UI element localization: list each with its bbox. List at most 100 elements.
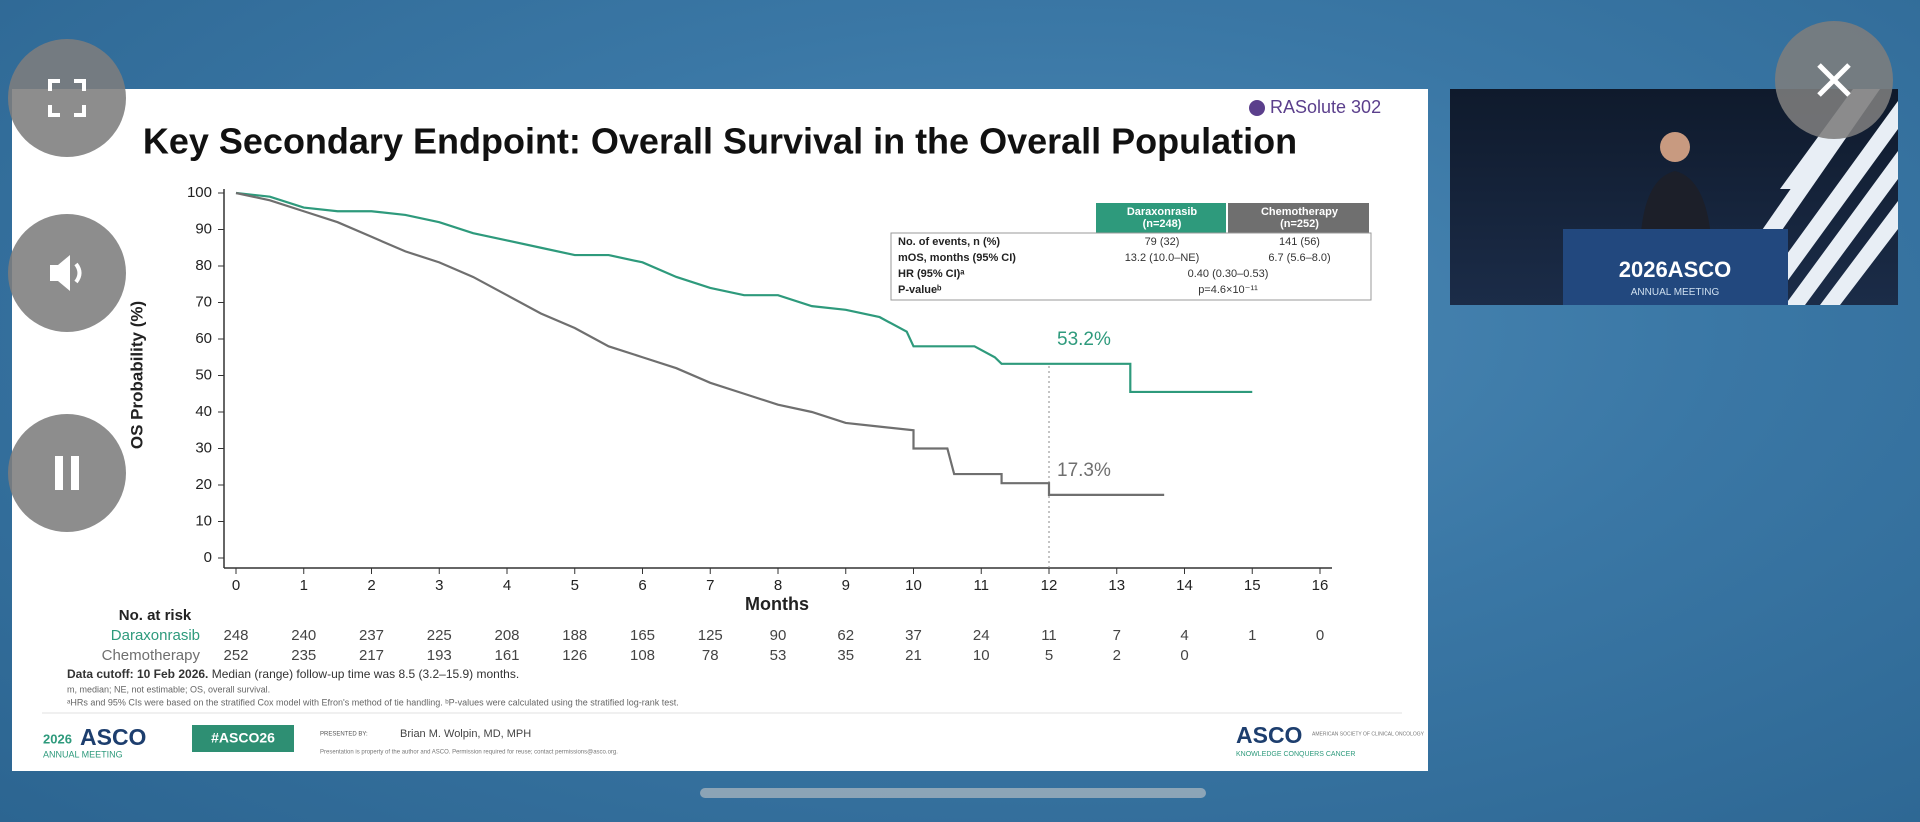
risk-count: 37 [905,627,922,644]
close-icon [1817,63,1851,97]
footnote: m, median; NE, not estimable; OS, overal… [67,684,270,694]
meeting-name: ASCO [80,724,146,750]
x-tick-label: 8 [774,577,782,594]
risk-count: 24 [973,627,990,644]
table-cell: 141 (56) [1279,236,1320,248]
x-axis-label: Months [745,594,809,614]
table-row-label: No. of events, n (%) [898,236,1000,248]
society-name: AMERICAN SOCIETY OF CLINICAL ONCOLOGY [1312,731,1425,737]
cutoff-text: Median (range) follow-up time was 8.5 (3… [208,667,519,681]
risk-row-label: Chemotherapy [102,647,201,664]
podium [1563,229,1788,305]
risk-count: 240 [291,627,316,644]
x-tick-label: 16 [1312,577,1329,594]
x-tick-label: 15 [1244,577,1261,594]
close-button[interactable] [1775,21,1893,139]
y-tick-label: 20 [195,476,212,493]
progress-bar[interactable] [700,788,1206,798]
table-row-label: P-valueᵇ [898,284,942,296]
risk-count: 62 [837,627,854,644]
meeting-year: 2026 [43,731,72,746]
volume-button[interactable] [8,214,126,332]
table-header: Chemotherapy [1261,206,1339,218]
risk-count: 7 [1113,627,1121,644]
table-cell: p=4.6×10⁻¹¹ [1198,284,1258,296]
risk-count: 248 [223,627,248,644]
y-tick-label: 40 [195,403,212,420]
x-tick-label: 5 [571,577,579,594]
disclaimer: Presentation is property of the author a… [320,750,618,756]
speaker-head [1660,132,1690,162]
presented-by: PRESENTED BY: [320,732,368,738]
risk-table-title: No. at risk [119,607,192,624]
footnote: ᵃHRs and 95% CIs were based on the strat… [67,697,679,707]
risk-count: 1 [1248,627,1256,644]
x-tick-label: 7 [706,577,714,594]
y-tick-label: 60 [195,330,212,347]
y-tick-label: 50 [195,366,212,383]
risk-count: 78 [702,647,719,664]
risk-count: 53 [770,647,787,664]
x-tick-label: 10 [905,577,922,594]
risk-count: 125 [698,627,723,644]
risk-count: 90 [770,627,787,644]
table-cell: 13.2 (10.0–NE) [1125,252,1200,264]
risk-count: 4 [1180,627,1188,644]
x-tick-label: 12 [1041,577,1058,594]
y-tick-label: 30 [195,439,212,456]
slide-title: Key Secondary Endpoint: Overall Survival… [143,121,1297,162]
risk-count: 21 [905,647,922,664]
y-tick-label: 0 [204,549,212,566]
risk-row-label: Daraxonrasib [111,627,200,644]
x-tick-label: 14 [1176,577,1193,594]
risk-count: 0 [1316,627,1324,644]
table-cell: 6.7 (5.6–8.0) [1268,252,1330,264]
table-row-label: HR (95% CI)ᵃ [898,268,965,280]
presenter: Brian M. Wolpin, MD, MPH [400,728,531,740]
y-tick-label: 100 [187,184,212,201]
y-tick-label: 90 [195,220,212,237]
logo: RASolute 302 [1270,97,1381,117]
footnote-cutoff: Data cutoff: 10 Feb 2026. Median (range)… [67,667,519,681]
x-tick-label: 11 [973,577,989,594]
podium-subtext: ANNUAL MEETING [1631,287,1720,298]
risk-count: 165 [630,627,655,644]
x-tick-label: 13 [1108,577,1125,594]
hashtag: #ASCO26 [211,730,275,746]
pause-button[interactable] [8,414,126,532]
pause-icon [55,456,79,490]
y-tick-label: 10 [195,512,212,529]
volume-icon [50,255,82,291]
risk-count: 108 [630,647,655,664]
annotation: 53.2% [1057,329,1111,350]
x-tick-label: 0 [232,577,240,594]
table-header-cell [1096,203,1226,233]
x-tick-label: 3 [435,577,443,594]
x-tick-label: 6 [638,577,646,594]
risk-count: 11 [1041,627,1057,644]
y-tick-label: 70 [195,293,212,310]
table-header: Daraxonrasib [1127,206,1198,218]
survival-curve [235,191,1165,496]
podium-text: 2026ASCO [1619,257,1732,282]
risk-count: 35 [837,647,854,664]
annotation: 17.3% [1057,460,1111,481]
risk-count: 193 [427,647,452,664]
x-tick-label: 9 [842,577,850,594]
fullscreen-button[interactable] [8,39,126,157]
risk-count: 188 [562,627,587,644]
x-tick-label: 4 [503,577,511,594]
risk-count: 225 [427,627,452,644]
risk-count: 208 [494,627,519,644]
risk-count: 5 [1045,647,1053,664]
x-tick-label: 1 [300,577,308,594]
slide: RASolute 302 Key Secondary Endpoint: Ove… [12,89,1428,771]
tagline: KNOWLEDGE CONQUERS CANCER [1236,751,1355,758]
x-tick-label: 2 [367,577,375,594]
risk-count: 10 [973,647,990,664]
table-header-cell [1228,203,1369,233]
table-header: (n=248) [1143,218,1182,230]
risk-count: 235 [291,647,316,664]
risk-count: 217 [359,647,384,664]
